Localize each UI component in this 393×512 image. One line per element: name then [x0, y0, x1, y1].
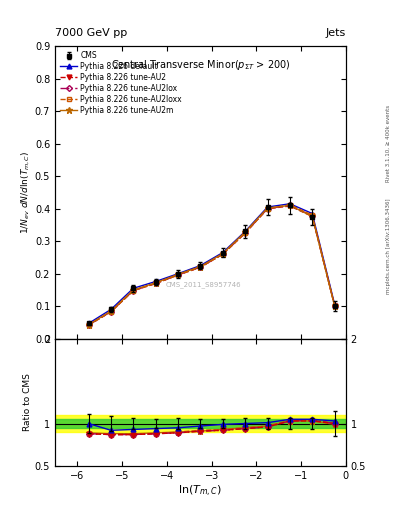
Pythia 8.226 tune-AU2: [243, 230, 248, 236]
Pythia 8.226 tune-AU2lox: [265, 206, 270, 212]
Pythia 8.226 tune-AU2m: [310, 214, 315, 220]
Pythia 8.226 tune-AU2m: [265, 205, 270, 211]
Pythia 8.226 tune-AU2loxx: [198, 264, 203, 270]
Pythia 8.226 tune-AU2lox: [332, 303, 337, 309]
Pythia 8.226 tune-AU2loxx: [332, 303, 337, 309]
X-axis label: $\ln(T_{m,C})$: $\ln(T_{m,C})$: [178, 483, 222, 499]
Y-axis label: $1/N_{ev}$ $dN/d\ln(T_{m,C})$: $1/N_{ev}$ $dN/d\ln(T_{m,C})$: [20, 151, 32, 234]
Pythia 8.226 tune-AU2loxx: [265, 206, 270, 212]
Pythia 8.226 default: [86, 321, 91, 327]
Bar: [55, 419, 346, 428]
Pythia 8.226 tune-AU2loxx: [131, 288, 136, 294]
Pythia 8.226 tune-AU2: [198, 264, 203, 270]
Pythia 8.226 tune-AU2lox: [288, 202, 292, 208]
Text: 7000 GeV pp: 7000 GeV pp: [55, 28, 127, 38]
Pythia 8.226 default: [131, 285, 136, 291]
Pythia 8.226 tune-AU2loxx: [243, 230, 248, 236]
Pythia 8.226 tune-AU2loxx: [220, 251, 225, 257]
Pythia 8.226 tune-AU2loxx: [176, 272, 180, 278]
Line: Pythia 8.226 tune-AU2lox: Pythia 8.226 tune-AU2lox: [86, 203, 337, 327]
Pythia 8.226 default: [220, 249, 225, 255]
Pythia 8.226 tune-AU2: [288, 203, 292, 209]
Pythia 8.226 tune-AU2lox: [220, 251, 225, 257]
Pythia 8.226 tune-AU2lox: [131, 288, 136, 294]
Pythia 8.226 tune-AU2: [153, 281, 158, 287]
Legend: CMS, Pythia 8.226 default, Pythia 8.226 tune-AU2, Pythia 8.226 tune-AU2lox, Pyth: CMS, Pythia 8.226 default, Pythia 8.226 …: [59, 50, 184, 117]
Pythia 8.226 default: [288, 201, 292, 207]
Pythia 8.226 tune-AU2lox: [243, 230, 248, 236]
Pythia 8.226 default: [108, 306, 113, 312]
Pythia 8.226 tune-AU2m: [131, 287, 136, 293]
Pythia 8.226 tune-AU2m: [288, 202, 292, 208]
Pythia 8.226 default: [265, 204, 270, 210]
Pythia 8.226 tune-AU2m: [108, 308, 113, 314]
Pythia 8.226 default: [243, 228, 248, 234]
Pythia 8.226 tune-AU2m: [220, 250, 225, 257]
Pythia 8.226 default: [310, 210, 315, 217]
Pythia 8.226 tune-AU2: [265, 206, 270, 212]
Pythia 8.226 tune-AU2m: [198, 264, 203, 270]
Pythia 8.226 tune-AU2lox: [153, 281, 158, 287]
Pythia 8.226 tune-AU2m: [86, 322, 91, 328]
Pythia 8.226 tune-AU2loxx: [310, 212, 315, 218]
Pythia 8.226 tune-AU2: [220, 251, 225, 257]
Pythia 8.226 tune-AU2: [332, 303, 337, 309]
Line: Pythia 8.226 tune-AU2: Pythia 8.226 tune-AU2: [86, 204, 337, 328]
Text: Jets: Jets: [325, 28, 346, 38]
Line: Pythia 8.226 default: Pythia 8.226 default: [86, 201, 337, 326]
Pythia 8.226 default: [198, 263, 203, 269]
Pythia 8.226 tune-AU2lox: [176, 272, 180, 278]
Line: Pythia 8.226 tune-AU2m: Pythia 8.226 tune-AU2m: [85, 202, 338, 328]
Pythia 8.226 tune-AU2lox: [198, 264, 203, 270]
Pythia 8.226 tune-AU2loxx: [86, 322, 91, 328]
Pythia 8.226 tune-AU2lox: [108, 309, 113, 315]
Pythia 8.226 tune-AU2loxx: [108, 309, 113, 315]
Pythia 8.226 tune-AU2: [176, 272, 180, 278]
Pythia 8.226 tune-AU2m: [243, 229, 248, 235]
Pythia 8.226 tune-AU2loxx: [153, 281, 158, 287]
Pythia 8.226 tune-AU2: [86, 322, 91, 328]
Pythia 8.226 tune-AU2: [131, 288, 136, 294]
Text: CMS_2011_S8957746: CMS_2011_S8957746: [165, 281, 241, 288]
Y-axis label: Ratio to CMS: Ratio to CMS: [23, 373, 32, 431]
Pythia 8.226 tune-AU2: [310, 214, 315, 220]
Bar: [55, 415, 346, 432]
Pythia 8.226 tune-AU2m: [176, 271, 180, 278]
Pythia 8.226 tune-AU2loxx: [288, 202, 292, 208]
Text: mcplots.cern.ch [arXiv:1306.3436]: mcplots.cern.ch [arXiv:1306.3436]: [386, 198, 391, 293]
Line: Pythia 8.226 tune-AU2loxx: Pythia 8.226 tune-AU2loxx: [86, 203, 337, 327]
Text: Central Transverse Minor($p_{\Sigma T}$ > 200): Central Transverse Minor($p_{\Sigma T}$ …: [110, 58, 290, 72]
Pythia 8.226 tune-AU2m: [153, 280, 158, 286]
Pythia 8.226 tune-AU2lox: [86, 322, 91, 328]
Pythia 8.226 default: [153, 279, 158, 285]
Pythia 8.226 tune-AU2: [108, 309, 113, 315]
Pythia 8.226 tune-AU2m: [332, 303, 337, 309]
Pythia 8.226 tune-AU2lox: [310, 212, 315, 219]
Pythia 8.226 default: [332, 302, 337, 308]
Text: Rivet 3.1.10, ≥ 400k events: Rivet 3.1.10, ≥ 400k events: [386, 105, 391, 182]
Pythia 8.226 default: [176, 271, 180, 277]
